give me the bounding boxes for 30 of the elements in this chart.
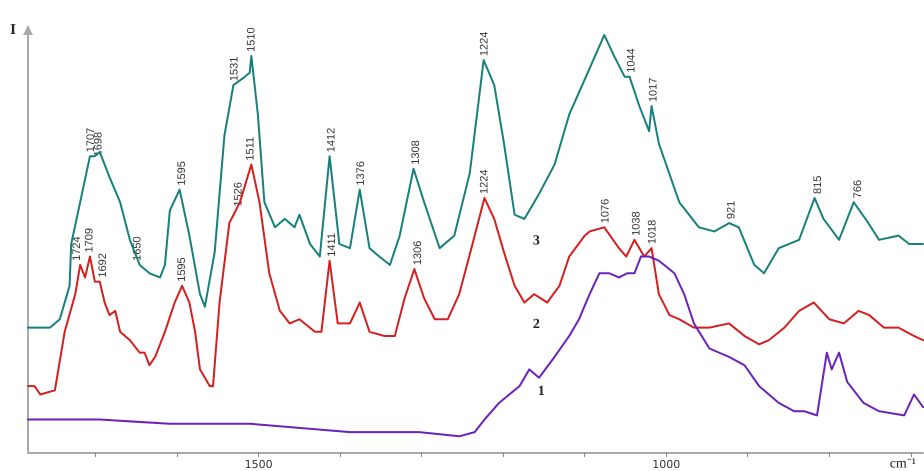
y-axis-title: I xyxy=(10,22,16,38)
annotation: 1595 xyxy=(176,257,188,282)
annotation: 1709 xyxy=(83,228,96,253)
annotation: 1224 xyxy=(478,32,491,56)
annotation: 1412 xyxy=(325,128,338,152)
annotation: 921 xyxy=(726,200,738,220)
annotation: 1306 xyxy=(412,240,424,266)
annotation: 1595 xyxy=(176,161,188,186)
annotation: 1017 xyxy=(647,78,660,102)
annotation: 1376 xyxy=(354,161,367,186)
annotation: 1224 xyxy=(478,170,491,194)
annotation: 1724 xyxy=(71,236,84,261)
annotation: 1411 xyxy=(326,233,338,257)
series-label: 3 xyxy=(532,233,540,248)
annotation: 1038 xyxy=(630,211,642,236)
x-tick-label: 1500 xyxy=(244,458,273,471)
annotation: 1308 xyxy=(410,140,422,165)
annotation: 1692 xyxy=(97,253,110,278)
annotation: 1076 xyxy=(599,198,612,224)
annotation: 766 xyxy=(852,180,864,198)
annotation: 1018 xyxy=(646,220,659,244)
series-label: 1 xyxy=(538,384,545,399)
annotation: 1511 xyxy=(244,136,257,161)
x-tick-label: 1000 xyxy=(652,458,680,471)
x-axis-title: cm⁻¹ xyxy=(890,456,916,471)
annotation: 1531 xyxy=(228,56,240,82)
annotation: 1044 xyxy=(625,48,638,73)
annotation: 1510 xyxy=(246,27,258,52)
series-label: 2 xyxy=(532,317,540,332)
annotation: 815 xyxy=(812,176,824,194)
